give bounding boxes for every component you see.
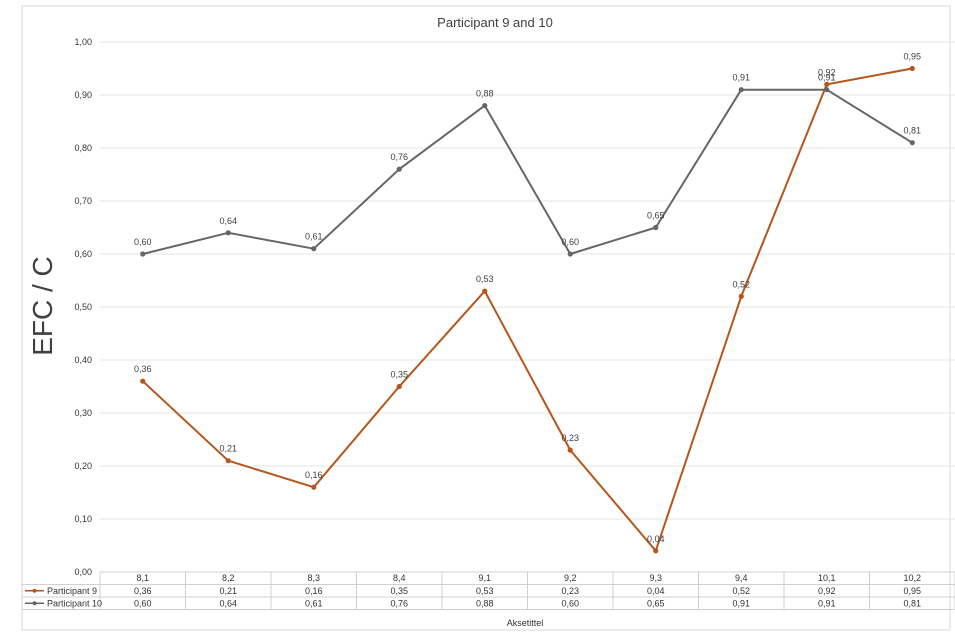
y-tick-label: 0,00	[74, 567, 92, 577]
data-label: 0,92	[818, 67, 836, 77]
legend-key-marker	[32, 588, 37, 593]
data-label: 0,21	[219, 444, 237, 454]
x-tick-label: 8,3	[307, 573, 320, 583]
x-tick-label: 9,2	[564, 573, 577, 583]
x-tick-label: 9,1	[478, 573, 491, 583]
chart-title: Participant 9 and 10	[437, 15, 553, 30]
x-tick-label: 8,4	[393, 573, 406, 583]
table-cell: 0,92	[818, 586, 836, 596]
data-label: 0,95	[903, 52, 921, 62]
table-cell: 0,60	[134, 598, 152, 608]
data-label: 0,91	[732, 73, 750, 83]
x-tick-label: 8,1	[136, 573, 149, 583]
table-cell: 0,91	[818, 598, 836, 608]
table-cell: 0,04	[647, 586, 665, 596]
data-table: 8,1 8,2 8,3 8,4 9,1 9,2 9,3 9,4 10,1 10,2 Particip…	[21, 571, 955, 610]
data-point	[311, 246, 317, 252]
table-cell: 0,36	[134, 586, 152, 596]
data-point	[225, 458, 231, 464]
data-label: 0,65	[647, 211, 665, 221]
y-tick-label: 0,60	[74, 249, 92, 259]
data-point	[653, 548, 659, 554]
y-tick-label: 0,10	[74, 514, 92, 524]
table-cell: 0,76	[390, 598, 408, 608]
data-label: 0,81	[903, 126, 921, 136]
data-label: 0,35	[390, 370, 408, 380]
table-cell: 0,52	[732, 586, 750, 596]
x-tick-label: 10,2	[903, 573, 921, 583]
data-label: 0,60	[134, 237, 152, 247]
data-label: 0,23	[561, 433, 579, 443]
legend-entry: Participant 9	[47, 586, 97, 596]
data-point	[653, 224, 659, 231]
data-point	[396, 166, 402, 172]
y-tick-label: 0,90	[74, 90, 92, 100]
data-label: 0,61	[305, 232, 323, 242]
x-tick-label: 9,3	[649, 573, 662, 583]
data-point	[482, 103, 488, 109]
data-label: 0,88	[476, 89, 494, 99]
data-label: 0,53	[476, 274, 494, 284]
data-point	[567, 251, 573, 257]
series-lines	[140, 65, 915, 554]
table-cell: 0,23	[561, 586, 579, 596]
data-label: 0,76	[390, 152, 408, 162]
data-point	[909, 65, 915, 72]
data-point	[738, 87, 744, 93]
y-tick-label: 0,80	[74, 143, 92, 153]
x-tick-label: 8,2	[222, 573, 235, 583]
series-line	[142, 67, 913, 552]
table-cell: 0,61	[305, 598, 323, 608]
table-cell: 0,21	[219, 586, 237, 596]
y-axis-title: EFC / C	[27, 256, 58, 356]
data-point	[567, 447, 573, 453]
series-line	[142, 88, 913, 255]
table-cell: 0,60	[561, 598, 579, 608]
data-point	[738, 293, 744, 299]
table-cell: 0,16	[305, 586, 323, 596]
data-point	[225, 230, 231, 236]
y-tick-label: 0,20	[74, 461, 92, 471]
table-cell: 0,81	[903, 598, 921, 608]
y-tick-label: 0,50	[74, 302, 92, 312]
table-cell: 0,35	[390, 586, 408, 596]
data-label: 0,52	[732, 279, 750, 289]
x-tick-label: 9,4	[735, 573, 748, 583]
data-point	[824, 87, 830, 93]
data-point	[824, 81, 830, 87]
data-point	[396, 383, 402, 390]
y-tick-label: 0,30	[74, 408, 92, 418]
data-point	[311, 484, 317, 490]
y-tick-label: 0,70	[74, 196, 92, 206]
data-label: 0,16	[305, 470, 323, 480]
data-label: 0,36	[134, 364, 152, 374]
data-label: 0,91	[818, 73, 836, 83]
x-axis-title: Aksetittel	[507, 618, 544, 628]
table-cell: 0,88	[476, 598, 494, 608]
table-cell: 0,64	[219, 598, 237, 608]
table-cell: 0,91	[732, 598, 750, 608]
data-point	[482, 288, 488, 294]
legend-key-marker	[32, 601, 37, 606]
table-cell: 0,95	[903, 586, 921, 596]
table-cell: 0,53	[476, 586, 494, 596]
data-label: 0,64	[219, 216, 237, 226]
x-tick-label: 10,1	[818, 573, 836, 583]
data-point	[909, 140, 915, 146]
y-tick-label: 1,00	[74, 37, 92, 47]
legend-entry: Participant 10	[47, 598, 102, 608]
data-point	[140, 251, 146, 257]
data-labels: 0,36 0,21 0,16 0,35 0,53 0,23 0,04 0,52 0,92 0,95…	[134, 52, 921, 544]
y-tick-labels: 0,00 0,10 0,20 0,30 0,40 0,50 0,60 0,70 0,80 0,90…	[74, 37, 92, 577]
y-tick-label: 0,40	[74, 355, 92, 365]
data-label: 0,04	[647, 534, 665, 544]
table-cell: 0,65	[647, 598, 665, 608]
data-label: 0,60	[561, 237, 579, 247]
data-point	[140, 378, 146, 384]
chart-frame	[21, 5, 951, 631]
